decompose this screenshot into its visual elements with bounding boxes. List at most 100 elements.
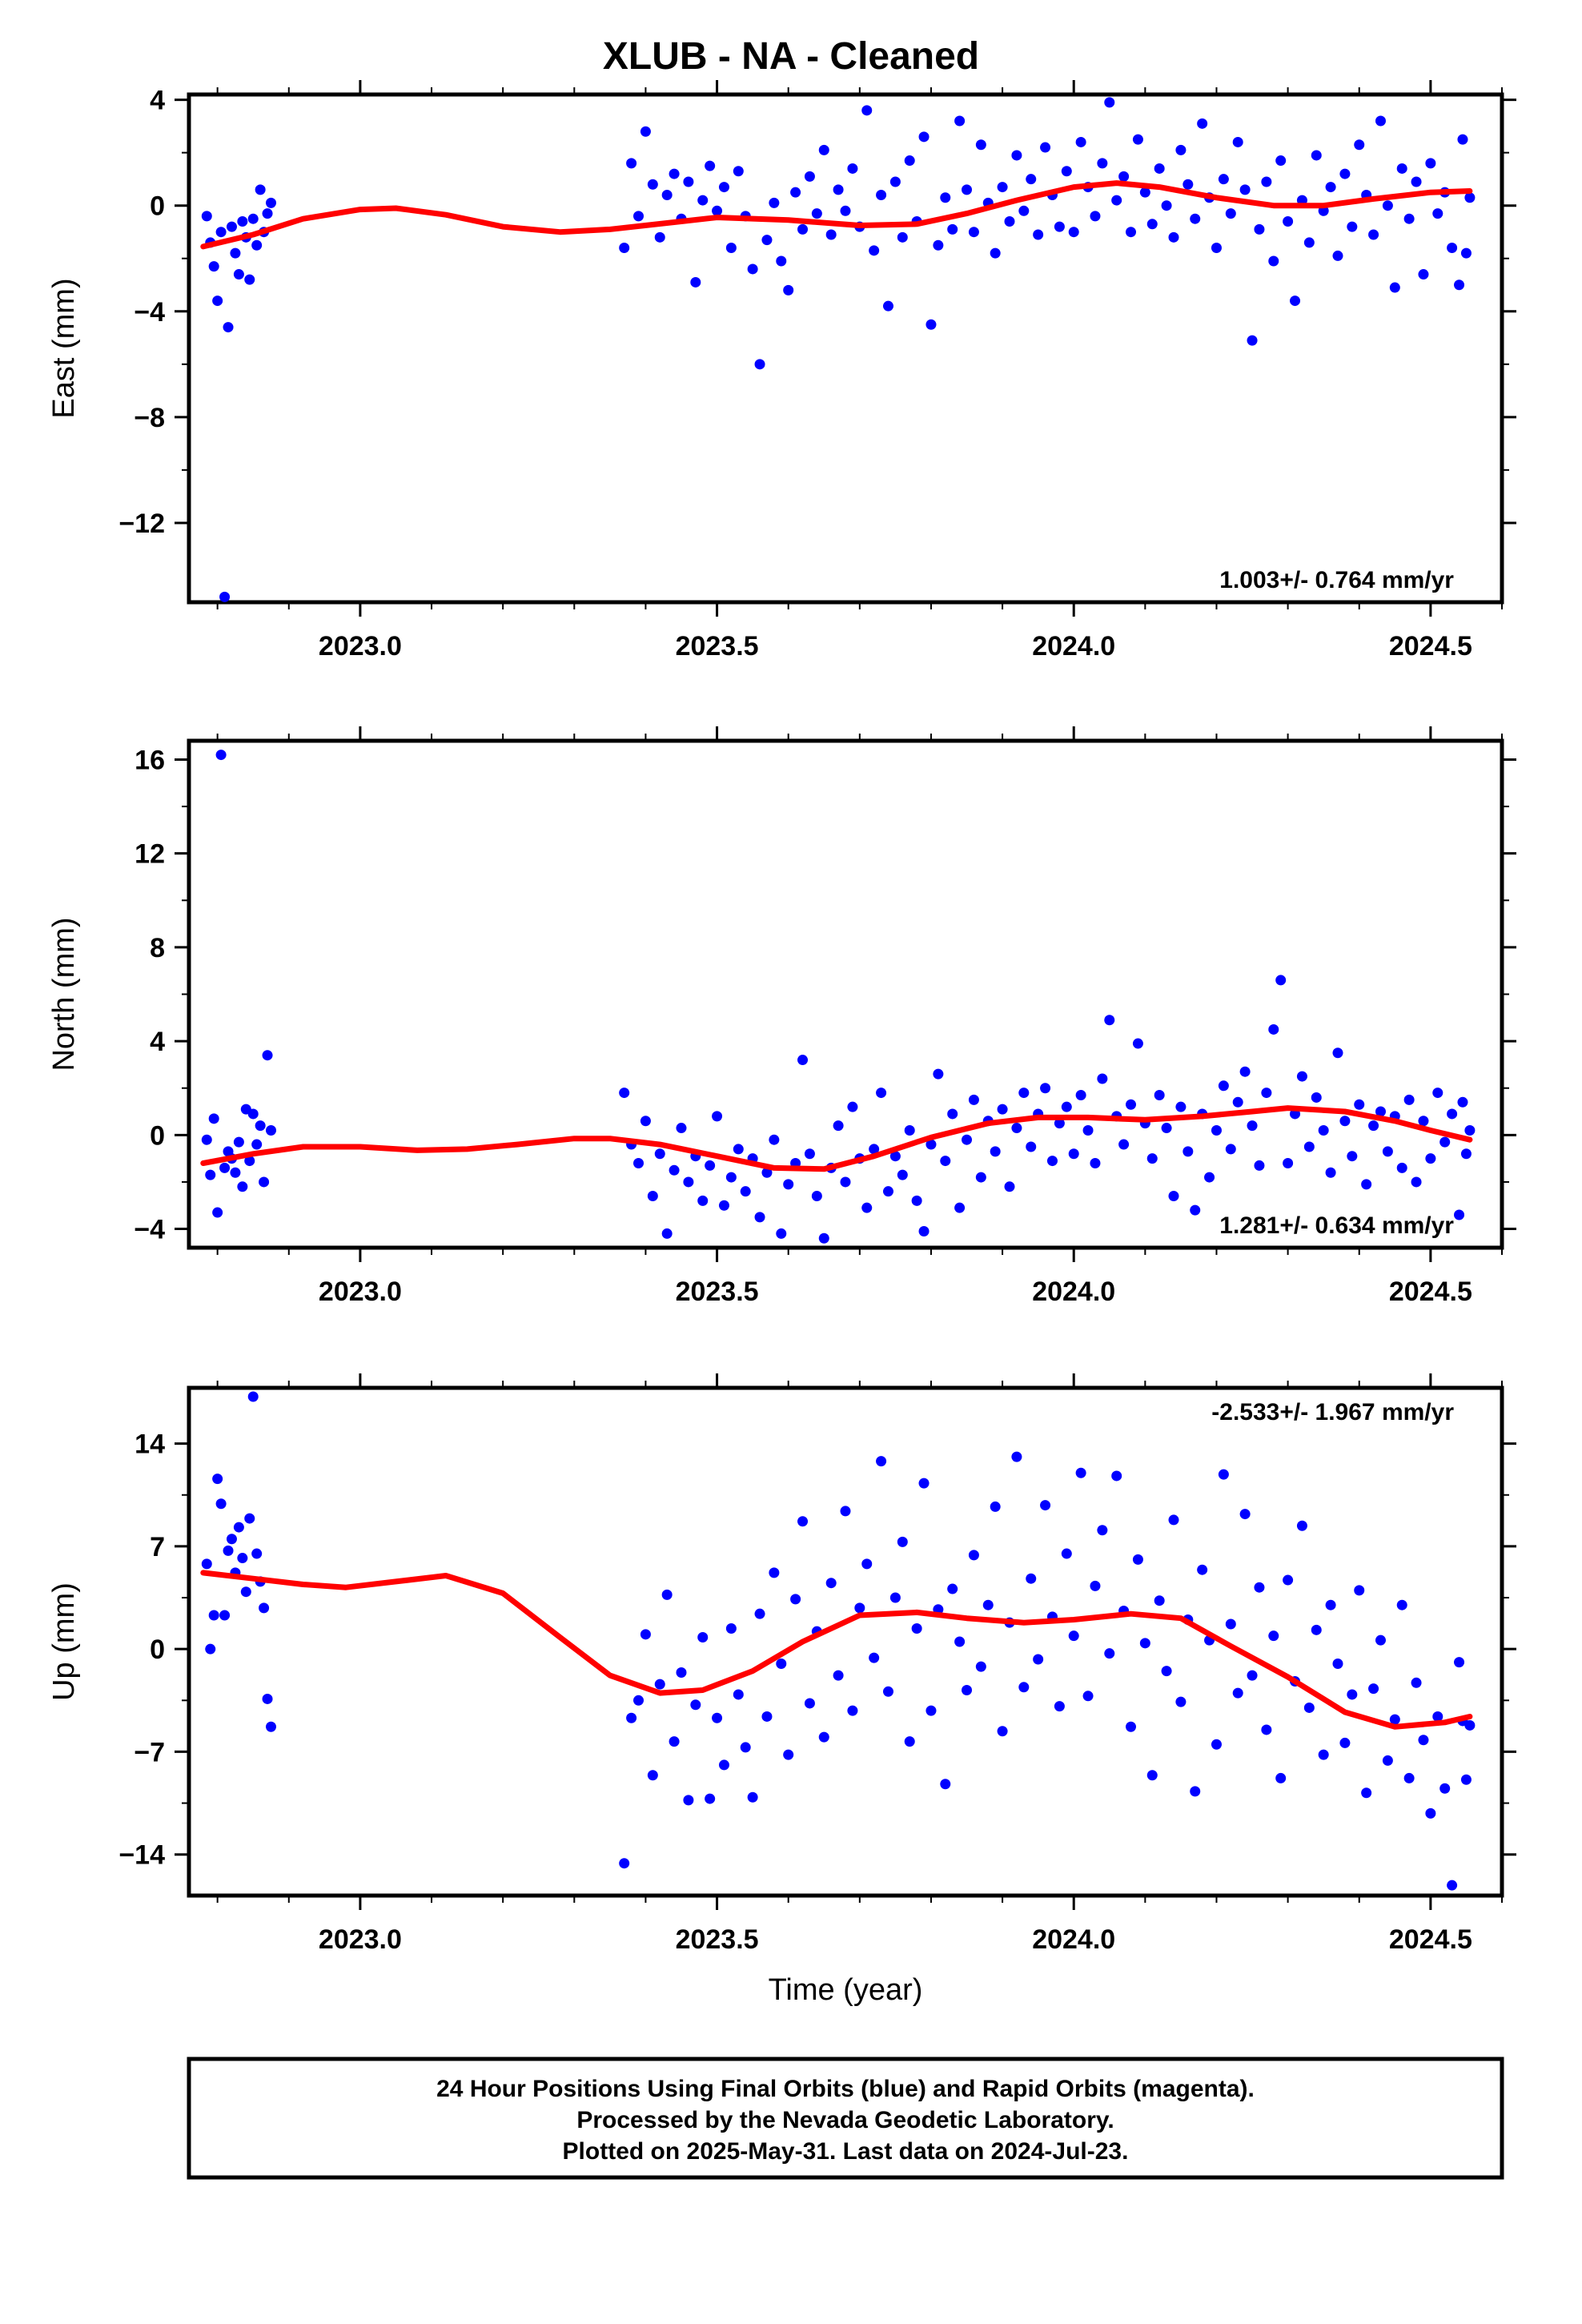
- y-tick-label: −4: [134, 1215, 165, 1245]
- data-point: [215, 227, 227, 238]
- data-point: [1211, 1124, 1222, 1136]
- data-point: [825, 229, 837, 240]
- data-point: [1290, 296, 1301, 307]
- data-point: [1447, 243, 1458, 254]
- x-tick-label: 2024.0: [1032, 1924, 1115, 1955]
- data-point: [1082, 1691, 1094, 1702]
- data-point: [725, 1623, 737, 1634]
- x-tick-label: 2024.5: [1389, 1277, 1472, 1307]
- data-point: [947, 1108, 958, 1120]
- data-point: [690, 1699, 701, 1711]
- data-point: [1454, 1657, 1465, 1668]
- data-point: [933, 239, 944, 251]
- data-point: [697, 195, 709, 206]
- data-point: [975, 1661, 986, 1672]
- data-point: [811, 208, 822, 219]
- data-point: [201, 1558, 212, 1570]
- data-point: [1218, 174, 1229, 185]
- data-point: [876, 1456, 887, 1467]
- data-point: [1232, 1687, 1243, 1699]
- data-point: [847, 1101, 858, 1112]
- data-point: [1161, 1666, 1172, 1677]
- data-point: [918, 1225, 930, 1236]
- data-point: [776, 1658, 787, 1669]
- data-point: [1225, 1618, 1236, 1630]
- data-point: [1296, 1520, 1307, 1531]
- data-point: [1339, 168, 1351, 179]
- data-point: [1418, 269, 1429, 280]
- data-point: [1011, 150, 1022, 161]
- data-point: [1254, 1582, 1265, 1593]
- data-point: [1239, 184, 1251, 195]
- data-point: [1303, 1702, 1315, 1713]
- data-point: [997, 1104, 1008, 1115]
- data-point: [237, 216, 248, 227]
- data-point: [1464, 1124, 1476, 1136]
- data-point: [1382, 200, 1393, 211]
- data-point: [654, 1148, 665, 1160]
- data-point: [761, 235, 773, 246]
- data-point: [697, 1632, 709, 1643]
- data-point: [1268, 255, 1279, 267]
- data-point: [876, 189, 887, 200]
- data-point: [968, 1094, 979, 1105]
- data-point: [1296, 1071, 1307, 1082]
- data-point: [705, 1160, 716, 1171]
- data-point: [733, 1144, 744, 1155]
- data-point: [1211, 1739, 1222, 1750]
- data-point: [997, 1726, 1008, 1737]
- data-point: [215, 750, 227, 761]
- data-point: [1418, 1735, 1429, 1746]
- data-point: [926, 1139, 937, 1150]
- data-point: [247, 1391, 259, 1402]
- data-point: [1425, 1153, 1436, 1164]
- data-point: [968, 227, 979, 238]
- data-point: [669, 1164, 680, 1176]
- data-point: [754, 1608, 765, 1619]
- data-point: [223, 322, 234, 333]
- data-point: [619, 1088, 630, 1099]
- data-point: [1061, 166, 1072, 177]
- data-point: [240, 1586, 251, 1598]
- data-point: [1154, 163, 1165, 174]
- data-point: [226, 1534, 237, 1545]
- data-point: [776, 1228, 787, 1239]
- data-point: [889, 176, 901, 187]
- data-point: [244, 274, 255, 285]
- data-point: [1068, 227, 1079, 238]
- data-point: [1097, 1073, 1108, 1084]
- data-point: [1168, 231, 1179, 243]
- data-point: [1457, 134, 1468, 145]
- data-point: [1396, 1162, 1407, 1173]
- data-point: [718, 1200, 729, 1211]
- data-point: [1382, 1146, 1393, 1157]
- data-point: [661, 1228, 673, 1239]
- data-point: [1283, 216, 1294, 227]
- data-point: [1011, 1451, 1022, 1462]
- data-point: [1454, 1209, 1465, 1220]
- y-tick-label: −12: [118, 509, 165, 539]
- data-point: [861, 1558, 873, 1570]
- data-point: [705, 160, 716, 171]
- data-point: [237, 1181, 248, 1192]
- data-point: [1097, 1525, 1108, 1536]
- data-point: [640, 1116, 651, 1127]
- data-point: [897, 231, 908, 243]
- data-point: [1026, 1573, 1037, 1584]
- data-point: [840, 205, 851, 216]
- data-point: [740, 1742, 751, 1753]
- data-point: [962, 1684, 973, 1695]
- data-point: [1018, 205, 1030, 216]
- data-point: [705, 1793, 716, 1804]
- y-tick-label: 12: [135, 839, 165, 870]
- data-point: [661, 1589, 673, 1600]
- data-point: [683, 1176, 694, 1188]
- data-point: [833, 184, 844, 195]
- data-point: [1325, 1167, 1336, 1178]
- data-point: [633, 1695, 644, 1706]
- data-point: [982, 1599, 994, 1610]
- data-point: [1425, 158, 1436, 169]
- data-point: [1283, 1158, 1294, 1168]
- x-tick-label: 2024.0: [1032, 631, 1115, 661]
- data-point: [1239, 1509, 1251, 1520]
